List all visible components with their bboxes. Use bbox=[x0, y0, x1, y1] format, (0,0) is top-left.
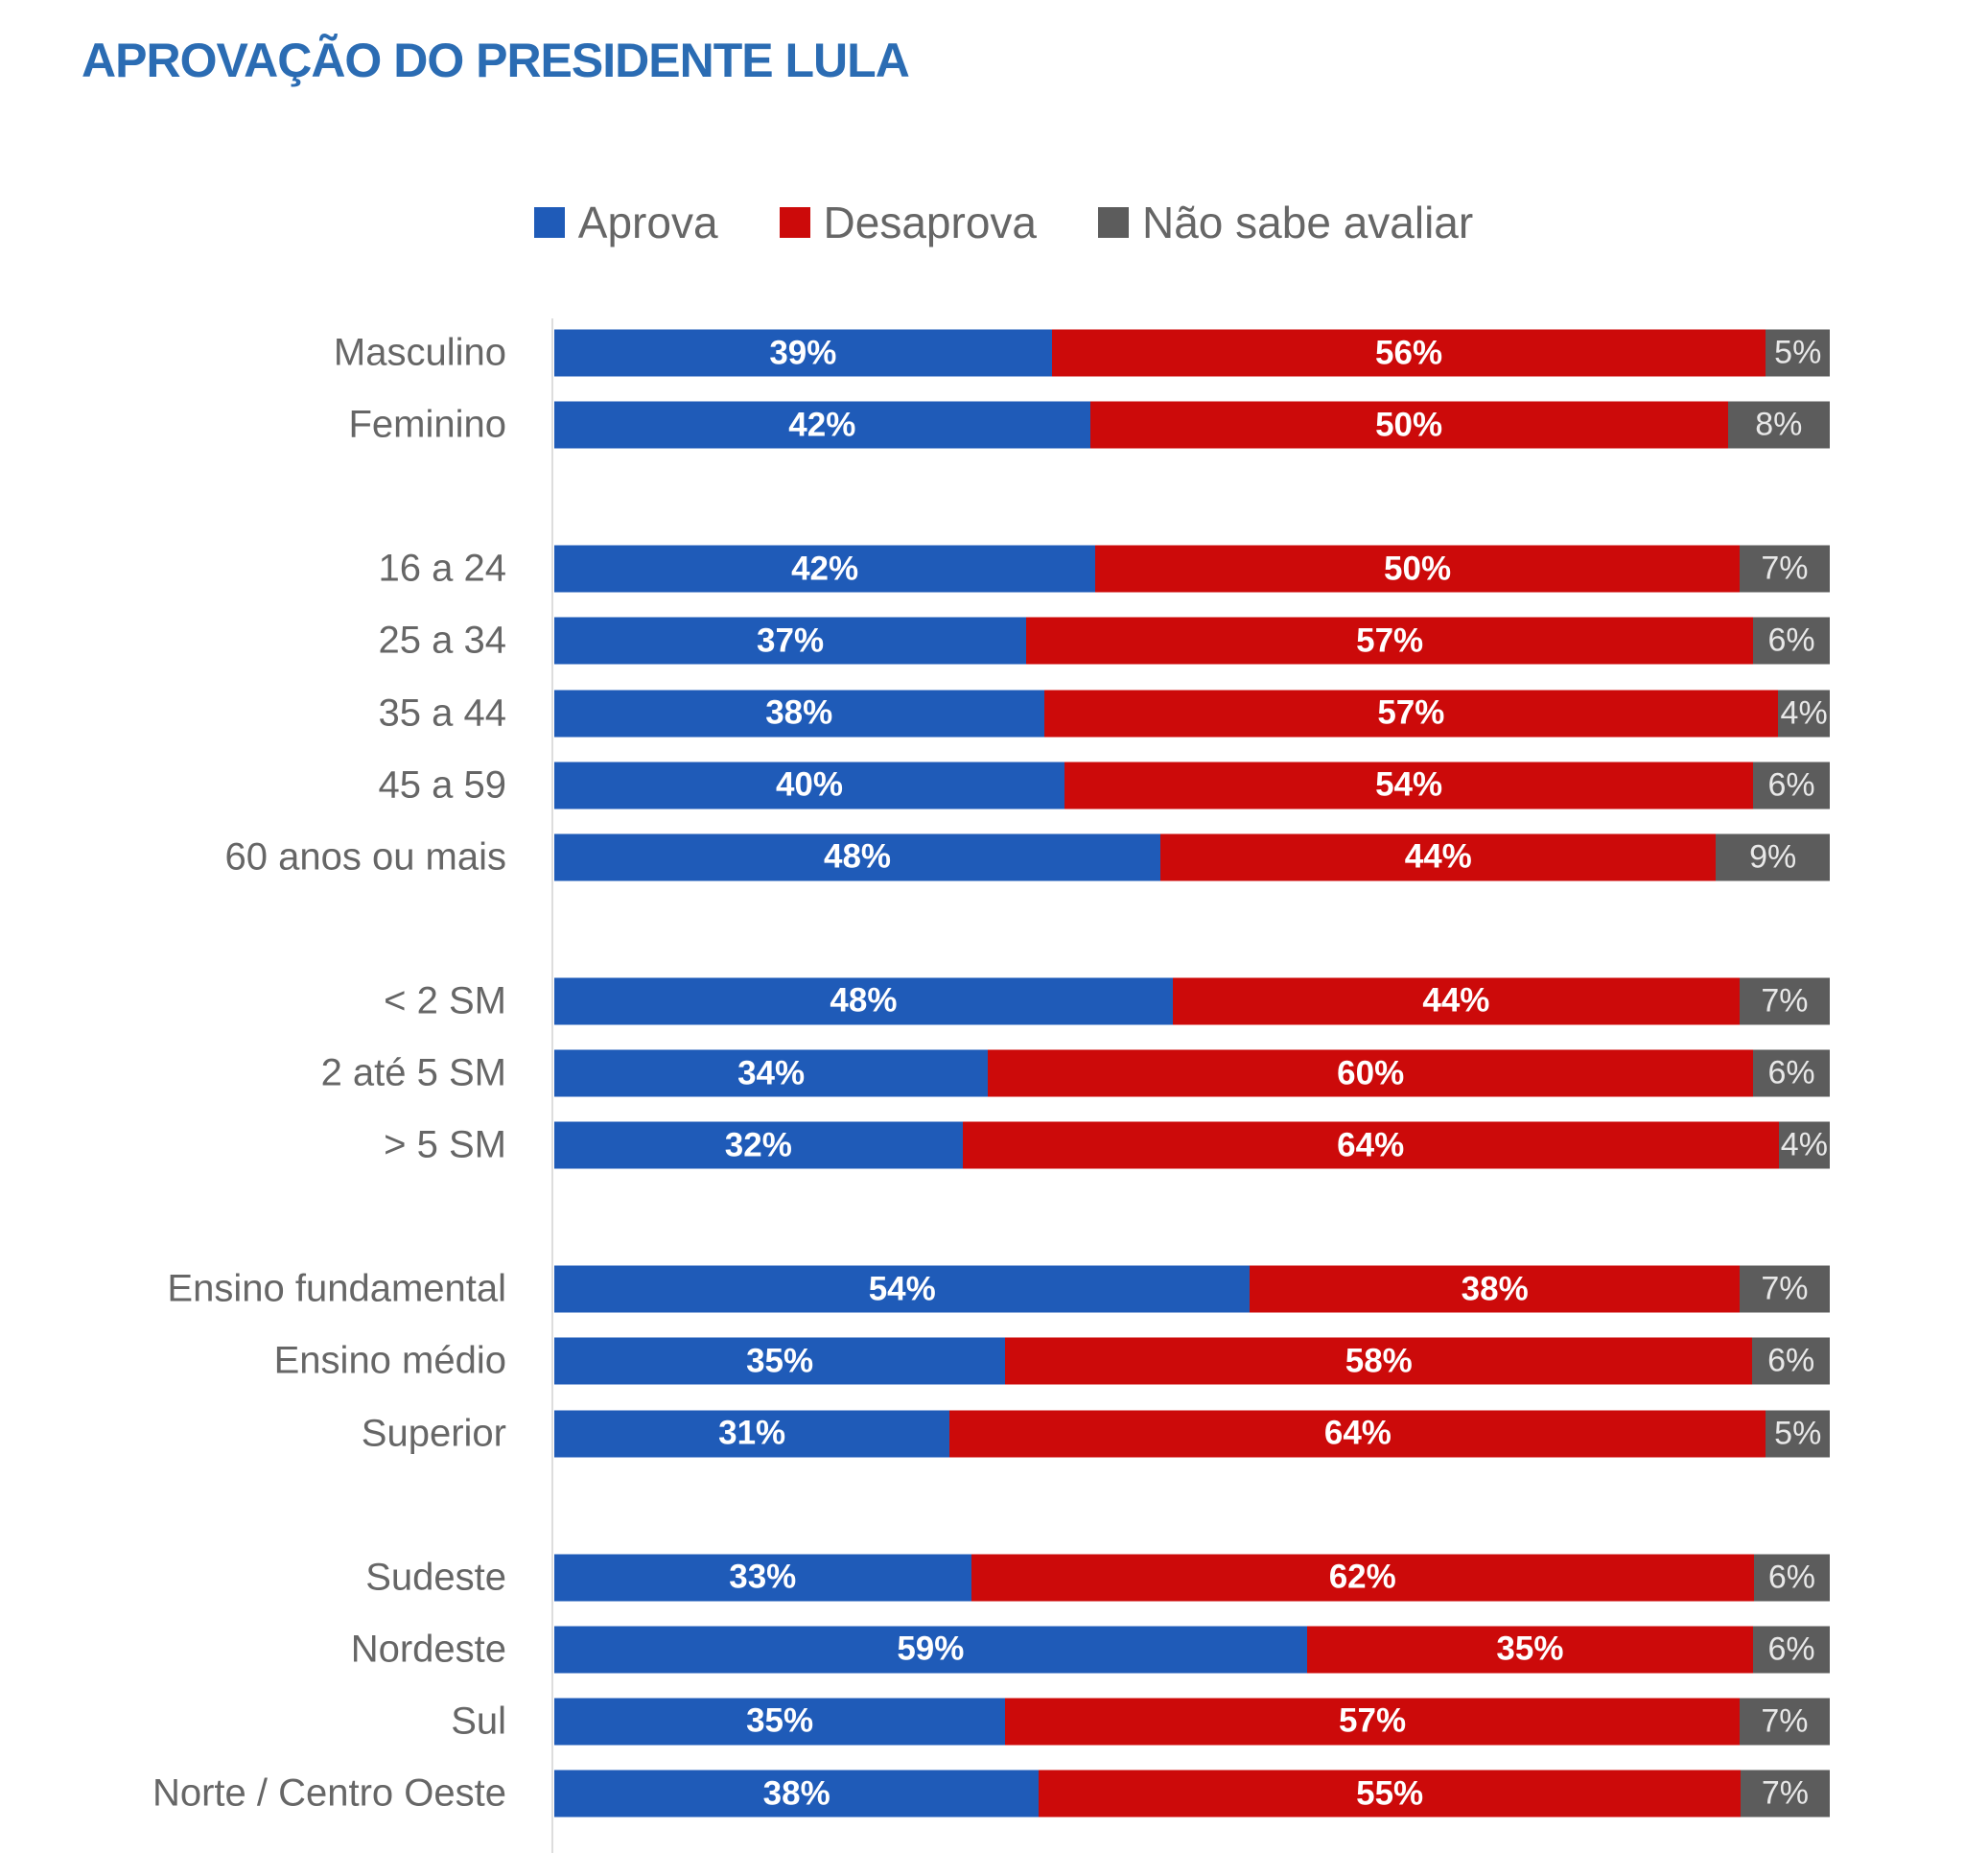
bar-segment-nao-sabe: 5% bbox=[1766, 329, 1830, 377]
category-label: Ensino médio bbox=[273, 1339, 506, 1382]
category-label: Superior bbox=[361, 1412, 506, 1454]
bar-segment-aprova: 48% bbox=[554, 977, 1173, 1025]
category-label: 2 até 5 SM bbox=[320, 1051, 506, 1094]
bar-segment-desaprova: 55% bbox=[1039, 1770, 1741, 1818]
bar-segment-aprova: 40% bbox=[554, 762, 1064, 809]
bar-segment-aprova: 39% bbox=[554, 329, 1052, 377]
bar-segment-nao-sabe: 5% bbox=[1766, 1410, 1830, 1457]
bar-row: 40% 54% 6% bbox=[554, 762, 1830, 809]
bar-segment-desaprova: 54% bbox=[1064, 762, 1754, 809]
bar-segment-desaprova: 62% bbox=[971, 1554, 1754, 1602]
bar-row: 38% 57% 4% bbox=[554, 690, 1830, 737]
bar-row: 35% 58% 6% bbox=[554, 1337, 1830, 1385]
bar-segment-desaprova: 57% bbox=[1005, 1698, 1740, 1746]
bar-segment-aprova: 48% bbox=[554, 833, 1161, 881]
bar-segment-nao-sabe: 7% bbox=[1739, 1698, 1830, 1746]
bar-row: 42% 50% 7% bbox=[554, 545, 1830, 593]
bar-segment-desaprova: 57% bbox=[1026, 617, 1754, 665]
bar-segment-nao-sabe: 6% bbox=[1753, 1049, 1830, 1097]
legend-item: Desaprova bbox=[779, 197, 1037, 248]
bar-segment-aprova: 32% bbox=[554, 1121, 963, 1169]
bar-segment-nao-sabe: 7% bbox=[1739, 977, 1830, 1025]
legend-label: Não sabe avaliar bbox=[1142, 198, 1474, 247]
bar-row: 48% 44% 9% bbox=[554, 833, 1830, 881]
category-label: Masculino bbox=[333, 331, 506, 374]
bar-segment-nao-sabe: 4% bbox=[1778, 1121, 1830, 1169]
bar-row: 48% 44% 7% bbox=[554, 977, 1830, 1025]
bar-segment-nao-sabe: 6% bbox=[1752, 1337, 1830, 1385]
category-label: Sudeste bbox=[365, 1556, 506, 1599]
bar-segment-aprova: 42% bbox=[554, 545, 1096, 593]
category-label: 16 a 24 bbox=[378, 547, 506, 590]
legend-swatch bbox=[1098, 207, 1129, 238]
bar-segment-desaprova: 35% bbox=[1306, 1626, 1754, 1674]
bar-segment-desaprova: 44% bbox=[1172, 977, 1740, 1025]
bar-segment-nao-sabe: 7% bbox=[1739, 545, 1830, 593]
bar-segment-aprova: 42% bbox=[554, 401, 1090, 449]
bar-segment-desaprova: 38% bbox=[1250, 1265, 1740, 1313]
bar-segment-aprova: 34% bbox=[554, 1049, 989, 1097]
bar-segment-nao-sabe: 7% bbox=[1739, 1265, 1830, 1313]
bar-row: 37% 57% 6% bbox=[554, 617, 1830, 665]
legend-label: Desaprova bbox=[823, 198, 1037, 247]
bar-segment-aprova: 54% bbox=[554, 1265, 1251, 1313]
bar-segment-nao-sabe: 6% bbox=[1753, 1554, 1830, 1602]
category-label: Feminino bbox=[348, 403, 506, 446]
chart-title: APROVAÇÃO DO PRESIDENTE LULA bbox=[82, 34, 910, 87]
legend-label: Aprova bbox=[577, 198, 718, 247]
bar-segment-nao-sabe: 9% bbox=[1716, 833, 1830, 881]
category-label: Ensino fundamental bbox=[167, 1267, 506, 1310]
bar-segment-nao-sabe: 4% bbox=[1778, 690, 1830, 737]
bar-row: 54% 38% 7% bbox=[554, 1265, 1830, 1313]
bar-segment-nao-sabe: 8% bbox=[1727, 401, 1830, 449]
bar-row: 42% 50% 8% bbox=[554, 401, 1830, 449]
bar-segment-aprova: 37% bbox=[554, 617, 1027, 665]
bar-row: 33% 62% 6% bbox=[554, 1554, 1830, 1602]
bar-segment-desaprova: 50% bbox=[1095, 545, 1740, 593]
category-label: 45 a 59 bbox=[378, 763, 506, 807]
bar-segment-desaprova: 56% bbox=[1051, 329, 1766, 377]
bar-segment-aprova: 38% bbox=[554, 690, 1044, 737]
category-label: 25 a 34 bbox=[378, 619, 506, 662]
bar-segment-nao-sabe: 6% bbox=[1753, 762, 1830, 809]
bar-segment-aprova: 33% bbox=[554, 1554, 971, 1602]
bar-row: 31% 64% 5% bbox=[554, 1410, 1830, 1457]
bar-segment-nao-sabe: 6% bbox=[1753, 1626, 1830, 1674]
legend-swatch bbox=[779, 207, 810, 238]
category-label: Sul bbox=[451, 1700, 506, 1743]
bar-row: 39% 56% 5% bbox=[554, 329, 1830, 377]
bar-segment-nao-sabe: 7% bbox=[1740, 1770, 1830, 1818]
bar-row: 59% 35% 6% bbox=[554, 1626, 1830, 1674]
bar-segment-desaprova: 57% bbox=[1043, 690, 1779, 737]
bar-segment-desaprova: 64% bbox=[949, 1410, 1766, 1457]
bar-segment-aprova: 35% bbox=[554, 1337, 1006, 1385]
category-label: 35 a 44 bbox=[378, 692, 506, 734]
category-label: Nordeste bbox=[350, 1628, 506, 1671]
legend-item: Não sabe avaliar bbox=[1098, 197, 1473, 248]
bar-segment-aprova: 59% bbox=[554, 1626, 1307, 1674]
bar-segment-aprova: 31% bbox=[554, 1410, 950, 1457]
category-label: < 2 SM bbox=[384, 979, 506, 1022]
category-axis-line bbox=[551, 318, 553, 1853]
category-label: > 5 SM bbox=[384, 1123, 506, 1166]
legend-swatch bbox=[533, 207, 565, 238]
legend: Aprova Desaprova Não sabe avaliar bbox=[0, 197, 1988, 248]
bar-row: 34% 60% 6% bbox=[554, 1049, 1830, 1097]
bar-row: 32% 64% 4% bbox=[554, 1121, 1830, 1169]
bar-segment-aprova: 35% bbox=[554, 1698, 1006, 1746]
bar-segment-desaprova: 64% bbox=[962, 1121, 1779, 1169]
bar-segment-aprova: 38% bbox=[554, 1770, 1040, 1818]
bar-segment-desaprova: 58% bbox=[1005, 1337, 1753, 1385]
bar-row: 35% 57% 7% bbox=[554, 1698, 1830, 1746]
bar-segment-desaprova: 60% bbox=[988, 1049, 1754, 1097]
bar-row: 38% 55% 7% bbox=[554, 1770, 1830, 1818]
bar-segment-desaprova: 50% bbox=[1089, 401, 1728, 449]
bar-segment-desaprova: 44% bbox=[1160, 833, 1717, 881]
category-label: 60 anos ou mais bbox=[224, 835, 506, 879]
legend-item: Aprova bbox=[533, 197, 718, 248]
bar-segment-nao-sabe: 6% bbox=[1753, 617, 1830, 665]
category-label: Norte / Centro Oeste bbox=[152, 1771, 506, 1815]
